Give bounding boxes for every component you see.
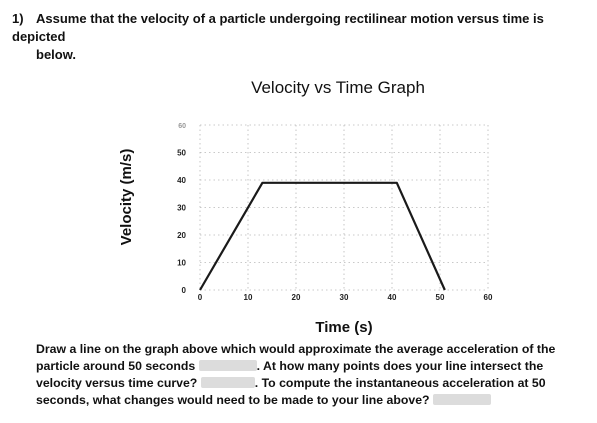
chart-grid <box>199 124 489 291</box>
y-tick-label: 20 <box>177 231 186 240</box>
y-tick-label: 60 <box>178 123 186 130</box>
y-tick-label: 10 <box>177 259 186 268</box>
question-text-line-1: Assume that the velocity of a particle u… <box>12 11 544 44</box>
y-tick-label: 40 <box>177 176 186 185</box>
instructions-part-3: . To compute the instantaneous accelerat… <box>36 376 546 407</box>
y-axis-label: Velocity (m/s) <box>118 149 135 246</box>
y-tick-label: 50 <box>177 149 186 158</box>
velocity-series-line <box>199 181 446 291</box>
question-header: 1) Assume that the velocity of a particle… <box>12 10 582 64</box>
instructions-paragraph: Draw a line on the graph above which wou… <box>36 341 588 409</box>
answer-blank-1[interactable] <box>198 360 257 371</box>
x-axis-label: Time (s) <box>315 319 372 336</box>
instructions-part-2: . At how many points does your line inte… <box>36 359 544 390</box>
x-tick-label: 50 <box>436 293 445 302</box>
instructions-part-1: Draw a line on the graph above which wou… <box>36 342 556 373</box>
x-tick-label: 10 <box>244 293 253 302</box>
question-number: 1) <box>12 11 24 26</box>
y-tick-label: 30 <box>177 204 186 213</box>
x-tick-label: 0 <box>198 293 203 302</box>
chart-ticks: 0 10 20 30 40 50 60 0 10 20 30 40 50 60 <box>177 123 493 302</box>
x-tick-label: 40 <box>388 293 397 302</box>
y-tick-label: 0 <box>182 286 187 295</box>
answer-blank-3[interactable] <box>433 394 491 405</box>
chart-title: Velocity vs Time Graph <box>251 78 425 97</box>
question-text-line-2: below. <box>36 47 76 62</box>
x-tick-label: 30 <box>340 293 349 302</box>
x-tick-label: 20 <box>292 293 301 302</box>
x-tick-label: 60 <box>484 293 493 302</box>
answer-blank-2[interactable] <box>200 377 255 388</box>
